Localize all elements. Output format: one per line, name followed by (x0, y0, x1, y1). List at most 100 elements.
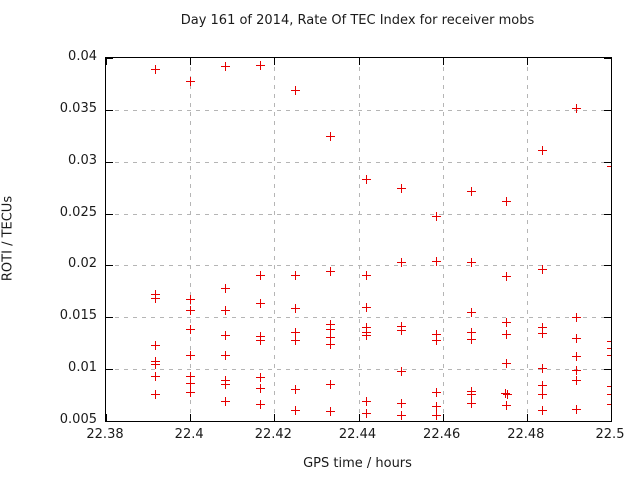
data-point (325, 406, 335, 416)
x-tick-bottom (442, 414, 444, 421)
data-point (607, 351, 611, 360)
data-point (221, 284, 231, 294)
x-tick-label: 22.42 (254, 427, 292, 442)
y-tick-right (604, 421, 611, 422)
data-point (607, 337, 611, 346)
data-point (537, 405, 547, 415)
data-point (150, 359, 160, 369)
data-point (290, 336, 300, 346)
data-point (572, 103, 582, 113)
data-point (325, 266, 335, 276)
x-gridline (442, 58, 444, 421)
y-tick-left (106, 317, 113, 319)
data-point (431, 402, 441, 412)
data-point (150, 372, 160, 382)
data-point (466, 308, 476, 318)
data-point (290, 405, 300, 415)
data-point (396, 258, 406, 268)
x-tick-top (442, 58, 444, 65)
data-point (537, 146, 547, 156)
y-tick-right (604, 265, 611, 267)
y-tick-left (106, 161, 113, 163)
data-point (186, 294, 196, 304)
data-point (572, 351, 582, 361)
y-tick-label: 0.005 (59, 412, 97, 427)
y-tick-right (604, 369, 611, 371)
data-point (256, 336, 266, 346)
data-point (537, 364, 547, 374)
data-point (150, 65, 160, 75)
x-gridline (190, 58, 192, 421)
data-point (325, 324, 335, 334)
x-tick-bottom (190, 414, 192, 421)
data-point (431, 410, 441, 420)
data-point (501, 358, 511, 368)
x-gridline (274, 58, 276, 421)
data-point (396, 183, 406, 193)
data-point (466, 327, 476, 337)
data-point (256, 373, 266, 383)
data-point (290, 327, 300, 337)
y-tick-left (106, 369, 113, 371)
data-point (186, 306, 196, 316)
data-point (361, 270, 371, 280)
data-point (501, 401, 511, 411)
x-axis-label: GPS time / hours (303, 456, 412, 471)
y-tick-left (106, 421, 113, 422)
data-point (501, 329, 511, 339)
x-tick-bottom (611, 414, 612, 421)
data-point (256, 61, 266, 71)
y-tick-label: 0.015 (59, 308, 97, 324)
data-point (431, 329, 441, 339)
data-point (396, 325, 406, 335)
y-tick-right (604, 317, 611, 319)
x-tick-label: 22.4 (174, 427, 204, 442)
data-point (572, 375, 582, 385)
data-point (431, 387, 441, 397)
x-tick-label: 22.5 (595, 427, 625, 442)
y-tick-right (604, 58, 611, 59)
x-tick-bottom (274, 414, 276, 421)
data-point (186, 372, 196, 382)
data-point (290, 270, 300, 280)
data-point (396, 399, 406, 409)
x-tick-top (106, 58, 107, 65)
x-tick-bottom (106, 414, 107, 421)
data-point (150, 293, 160, 303)
data-point (431, 336, 441, 346)
y-tick-left (106, 213, 113, 215)
data-point (325, 131, 335, 141)
data-point (221, 306, 231, 316)
data-point (501, 197, 511, 207)
data-point (290, 384, 300, 394)
x-tick-label: 22.46 (423, 427, 461, 442)
y-tick-label: 0.025 (59, 204, 97, 220)
data-point (186, 350, 196, 360)
data-point (186, 387, 196, 397)
data-point (150, 390, 160, 400)
x-tick-top (190, 58, 192, 65)
plot-area (105, 57, 612, 422)
data-point (256, 298, 266, 308)
y-tick-right (604, 161, 611, 163)
data-point (572, 313, 582, 323)
data-point (361, 175, 371, 185)
data-point (325, 319, 335, 329)
data-point (221, 350, 231, 360)
data-point (221, 62, 231, 72)
y-tick-label: 0.02 (68, 256, 97, 272)
data-point (572, 366, 582, 376)
y-tick-left (106, 58, 113, 59)
data-point (325, 379, 335, 389)
data-point (325, 332, 335, 342)
y-tick-right (604, 213, 611, 215)
data-point (607, 390, 611, 399)
data-point (290, 303, 300, 313)
data-point (537, 322, 547, 332)
data-point (466, 186, 476, 196)
data-point (186, 378, 196, 388)
x-tick-bottom (526, 414, 528, 421)
data-point (500, 388, 510, 398)
data-point (537, 390, 547, 400)
